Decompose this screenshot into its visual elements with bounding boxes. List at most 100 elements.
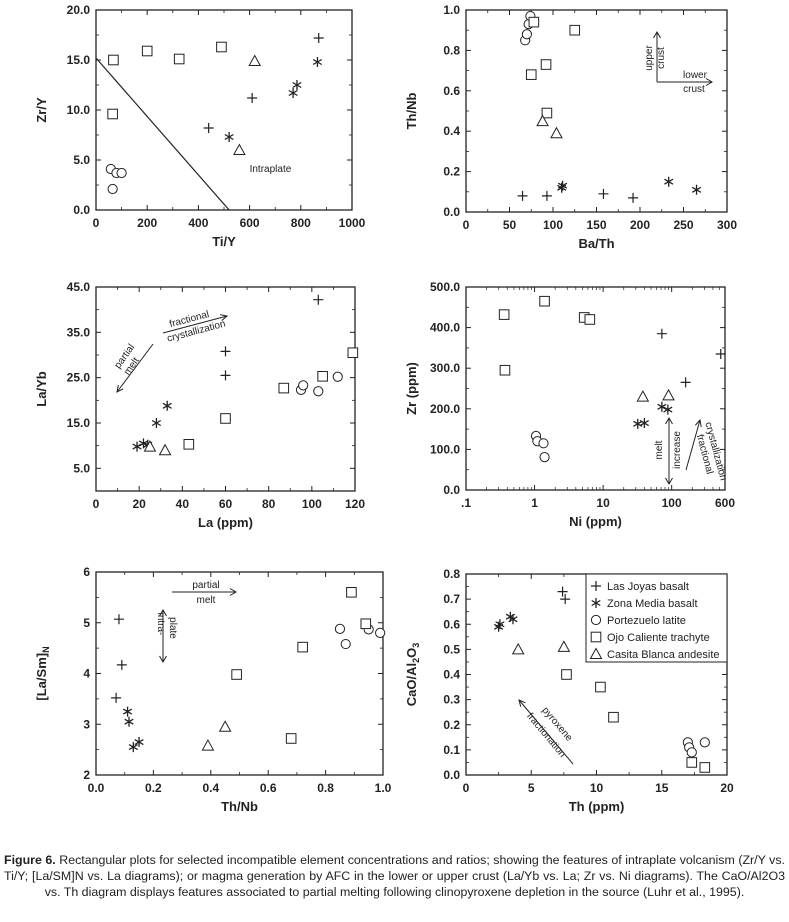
x-tick-label: 0.2 bbox=[145, 781, 162, 795]
x-tick-label: 200 bbox=[630, 218, 650, 232]
x-tick-label: 120 bbox=[345, 497, 365, 511]
x-tick-label: .1 bbox=[461, 496, 471, 510]
legend-symbol-zona-media bbox=[591, 598, 601, 608]
x-tick-label: 20 bbox=[720, 781, 734, 795]
figure-6-plots: 0 200 400 600 800 10000.05.010.015.020.0Ti/YZ… bbox=[34, 3, 737, 814]
figure-caption: Figure 6. Rectangular plots for selected… bbox=[4, 852, 785, 900]
point-zona-media bbox=[657, 401, 667, 412]
y-tick-label: 100.0 bbox=[430, 442, 460, 456]
intraplate-boundary-line bbox=[95, 57, 230, 211]
annotation-increase: increase bbox=[672, 431, 683, 469]
x-tick-label: 80 bbox=[262, 497, 276, 511]
y-tick-label: 500.0 bbox=[430, 280, 460, 294]
x-tick-label: 800 bbox=[291, 216, 311, 230]
y-tick-label: 2 bbox=[83, 768, 90, 782]
point-ojo-caliente bbox=[595, 681, 606, 693]
point-ojo-caliente bbox=[528, 16, 540, 28]
x-axis-label: La (ppm) bbox=[198, 515, 253, 530]
point-las-joyas bbox=[203, 123, 214, 133]
fractional-crystallization-arrow bbox=[685, 419, 701, 471]
point-portezuelo bbox=[313, 386, 324, 397]
plot-cao_al2o3_th: 0 5 10 15 20 0.0 0.1 0.2 0.3 0.4 0.5 0.6 0.7 0.8 Th (p… bbox=[404, 567, 734, 814]
point-las-joyas bbox=[220, 370, 231, 381]
point-ojo-caliente bbox=[539, 295, 550, 307]
point-zona-media bbox=[134, 737, 144, 748]
annotation-lower: lower bbox=[683, 70, 708, 81]
legend-label: Ojo Caliente trachyte bbox=[607, 632, 710, 644]
point-ojo-caliente bbox=[541, 107, 553, 119]
point-zona-media bbox=[557, 182, 567, 193]
legend-label: Casita Blanca andesite bbox=[607, 649, 720, 661]
x-tick-label: 600 bbox=[715, 496, 735, 510]
x-tick-label: 250 bbox=[673, 218, 693, 232]
point-ojo-caliente bbox=[317, 371, 328, 382]
annotation-melt: melt bbox=[654, 440, 665, 459]
x-axis-label: Ni (ppm) bbox=[569, 514, 622, 529]
point-zona-media bbox=[124, 716, 134, 727]
plot-zr_ni: .1 1 10 100 600 0.0 100.0 200.0 300.0 400.0 500.0 N… bbox=[404, 280, 735, 529]
point-ojo-caliente bbox=[297, 641, 308, 653]
point-ojo-caliente bbox=[231, 669, 242, 680]
point-las-joyas bbox=[715, 348, 726, 359]
legend: Las Joyas basalt Zona Media basalt Portezu… bbox=[585, 573, 728, 663]
point-portezuelo bbox=[375, 627, 386, 639]
y-tick-label: 0.5 bbox=[443, 642, 460, 656]
x-tick-label: 300 bbox=[717, 218, 737, 232]
x-tick-label: 50 bbox=[503, 218, 517, 232]
x-tick-label: 60 bbox=[219, 497, 233, 511]
x-tick-label: 40 bbox=[176, 497, 190, 511]
y-tick-label: 0.6 bbox=[443, 617, 460, 631]
point-portezuelo bbox=[539, 452, 550, 463]
point-zona-media bbox=[224, 132, 234, 142]
point-zona-media bbox=[663, 404, 673, 415]
y-tick-label: 0.0 bbox=[443, 483, 460, 497]
x-tick-label: 15 bbox=[655, 781, 669, 795]
point-ojo-caliente bbox=[608, 711, 619, 723]
legend-label: Portezuelo latite bbox=[607, 615, 686, 627]
point-las-joyas bbox=[557, 586, 568, 597]
point-casita-blanca bbox=[201, 739, 215, 751]
point-zona-media bbox=[691, 184, 702, 195]
x-tick-label: 0.4 bbox=[202, 781, 219, 795]
x-tick-label: 10 bbox=[596, 496, 610, 510]
plot-frame bbox=[95, 9, 353, 211]
point-las-joyas bbox=[628, 192, 639, 203]
point-casita-blanca bbox=[536, 114, 549, 127]
point-zona-media bbox=[557, 180, 568, 191]
x-tick-label: 20 bbox=[132, 497, 146, 511]
annotation-crust: crust bbox=[656, 47, 667, 69]
plot-zr_y_ti_y: 0 200 400 600 800 1000 0.0 5.0 10.0 15.0 20.0 Ti/Y Z… bbox=[34, 3, 366, 249]
y-tick-label: 400.0 bbox=[430, 321, 460, 335]
x-tick-label: 100 bbox=[302, 497, 322, 511]
x-tick-label: 10 bbox=[590, 781, 604, 795]
point-ojo-caliente bbox=[173, 53, 185, 65]
y-tick-label: 4 bbox=[83, 667, 90, 681]
point-casita-blanca bbox=[511, 642, 525, 655]
x-tick-label: 0 bbox=[463, 218, 470, 232]
x-tick-label: 5 bbox=[528, 781, 535, 795]
y-tick-label: 6 bbox=[83, 565, 90, 579]
x-tick-label: 0 bbox=[93, 497, 100, 511]
legend-symbol-casita-blanca bbox=[589, 647, 603, 659]
point-las-joyas bbox=[517, 190, 528, 201]
y-tick-label: 0.4 bbox=[443, 124, 460, 138]
y-tick-label: 0.0 bbox=[443, 205, 460, 219]
y-tick-label: 15.0 bbox=[67, 53, 91, 67]
x-tick-label: 100 bbox=[662, 496, 682, 510]
y-tick-label: 5.0 bbox=[73, 461, 90, 475]
point-portezuelo bbox=[298, 380, 309, 391]
y-tick-label: 0.8 bbox=[443, 567, 460, 581]
point-portezuelo bbox=[340, 638, 351, 650]
point-ojo-caliente bbox=[108, 54, 119, 66]
caption-text: Rectangular plots for selected incompati… bbox=[4, 853, 785, 899]
point-las-joyas bbox=[656, 328, 667, 339]
y-tick-label: 0.2 bbox=[443, 718, 460, 732]
point-casita-blanca bbox=[143, 440, 157, 452]
y-tick-label: 5.0 bbox=[73, 153, 90, 167]
point-zona-media bbox=[122, 706, 133, 717]
point-zona-media bbox=[639, 418, 650, 429]
point-portezuelo bbox=[107, 183, 118, 195]
point-ojo-caliente bbox=[347, 347, 359, 359]
point-ojo-caliente bbox=[499, 364, 511, 376]
y-tick-label: 0.3 bbox=[443, 693, 460, 707]
